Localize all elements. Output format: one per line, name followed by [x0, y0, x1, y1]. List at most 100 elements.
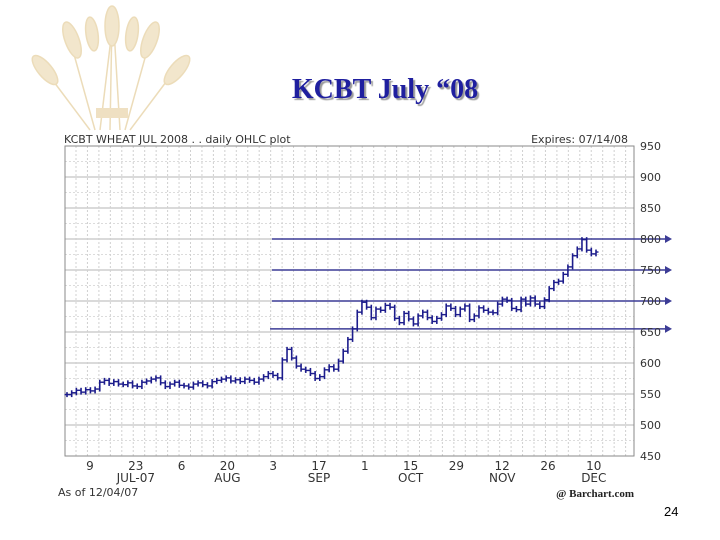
ohlc-bar	[406, 310, 412, 322]
ohlc-bar	[476, 305, 482, 319]
x-month-label: DEC	[581, 471, 606, 485]
ohlc-bar	[218, 376, 224, 383]
ohlc-bar	[106, 377, 112, 386]
ohlc-bar	[579, 237, 585, 252]
ohlc-bar	[495, 301, 501, 316]
ohlc-bar	[204, 382, 210, 389]
x-tick-label: 15	[403, 459, 418, 473]
x-month-label: AUG	[214, 471, 240, 485]
ohlc-bar	[340, 348, 346, 364]
y-tick-label: 750	[640, 264, 661, 277]
x-axis-day-ticks: 9 23 6 20 3 17 1 15 29 12 26 10	[86, 459, 601, 473]
ohlc-bar	[130, 380, 136, 389]
reference-arrow-icon	[665, 324, 672, 333]
ohlc-bar	[242, 376, 248, 385]
ohlc-bar	[275, 372, 281, 381]
ohlc-bar	[359, 299, 365, 315]
ohlc-bar	[120, 381, 126, 388]
ohlc-bar	[64, 392, 70, 398]
ohlc-bar	[560, 271, 566, 284]
x-tick-label: 9	[86, 459, 94, 473]
ohlc-bar	[172, 379, 178, 387]
y-tick-label: 650	[640, 326, 661, 339]
ohlc-bar	[284, 346, 290, 363]
reference-arrow-icon	[665, 297, 672, 305]
ohlc-bar	[153, 375, 159, 382]
ohlc-bar	[144, 378, 150, 385]
ohlc-bar	[518, 296, 524, 313]
slide-number: 24	[664, 504, 679, 519]
ohlc-bar	[350, 326, 356, 342]
ohlc-bar	[490, 309, 496, 316]
ohlc-bar	[527, 295, 533, 307]
x-axis-month-labels: JUL-07 AUG SEP OCT NOV DEC	[116, 471, 607, 485]
ohlc-bar	[387, 302, 393, 310]
ohlc-bar	[368, 304, 374, 321]
x-tick-label: 29	[449, 459, 464, 473]
y-tick-label: 950	[640, 140, 661, 153]
ohlc-bar	[467, 303, 473, 323]
ohlc-bar	[307, 367, 313, 377]
ohlc-bar	[485, 307, 491, 315]
ohlc-bar	[504, 296, 510, 303]
ohlc-bar	[317, 374, 323, 381]
ohlc-bar	[378, 306, 384, 313]
ohlc-bar	[181, 382, 187, 389]
ohlc-bar	[373, 306, 379, 321]
ohlc-bar	[158, 375, 164, 386]
ohlc-bar	[111, 379, 117, 386]
ohlc-bar	[556, 278, 562, 285]
ohlc-bar	[92, 386, 98, 394]
ohlc-bar	[396, 315, 402, 326]
ohlc-bar	[453, 305, 459, 318]
as-of-label: As of 12/04/07	[58, 486, 138, 499]
ohlc-bar	[364, 299, 370, 310]
x-tick-label: 23	[128, 459, 143, 473]
ohlc-bar	[293, 355, 299, 369]
ohlc-bar	[471, 313, 477, 323]
source-label: @ Barchart.com	[556, 488, 634, 500]
ohlc-bar	[69, 390, 75, 398]
reference-arrow-icon	[665, 266, 672, 274]
ohlc-bar	[434, 315, 440, 324]
ohlc-bar	[279, 357, 285, 381]
ohlc-bar	[392, 304, 398, 321]
y-tick-label: 500	[640, 419, 661, 432]
ohlc-bar	[336, 358, 342, 372]
ohlc-bar	[101, 377, 107, 385]
ohlc-bar	[532, 295, 538, 307]
ohlc-bar	[523, 296, 529, 307]
ohlc-bar	[209, 379, 215, 389]
ohlc-bar	[345, 336, 351, 354]
x-tick-label: 10	[586, 459, 601, 473]
ohlc-bar	[565, 264, 571, 277]
ohlc-bars	[64, 237, 599, 398]
ohlc-bar	[228, 375, 234, 384]
ohlc-bar	[546, 286, 552, 303]
ohlc-bar	[424, 309, 430, 321]
ohlc-bar	[83, 387, 89, 395]
x-tick-label: 17	[311, 459, 326, 473]
x-tick-label: 1	[361, 459, 369, 473]
ohlc-bar	[162, 380, 168, 390]
ohlc-bar	[509, 297, 515, 311]
y-tick-label: 700	[640, 295, 661, 308]
slide-title: KCBT July “08	[291, 74, 479, 105]
ohlc-bar	[233, 377, 239, 384]
x-tick-label: 12	[495, 459, 510, 473]
chart-title: KCBT WHEAT JUL 2008 . . daily OHLC plot	[64, 133, 291, 146]
y-tick-label: 900	[640, 171, 661, 184]
ohlc-bar	[354, 309, 360, 332]
ohlc-bar	[73, 387, 79, 396]
x-month-label: JUL-07	[116, 471, 155, 485]
y-tick-label: 450	[640, 450, 661, 463]
ohlc-bar	[270, 371, 276, 378]
ohlc-bar	[448, 303, 454, 311]
ohlc-bar	[237, 377, 243, 385]
x-tick-label: 20	[220, 459, 235, 473]
ohlc-bar	[321, 367, 327, 380]
ohlc-bar	[462, 303, 468, 312]
ohlc-bar	[415, 313, 421, 327]
y-tick-label: 550	[640, 388, 661, 401]
